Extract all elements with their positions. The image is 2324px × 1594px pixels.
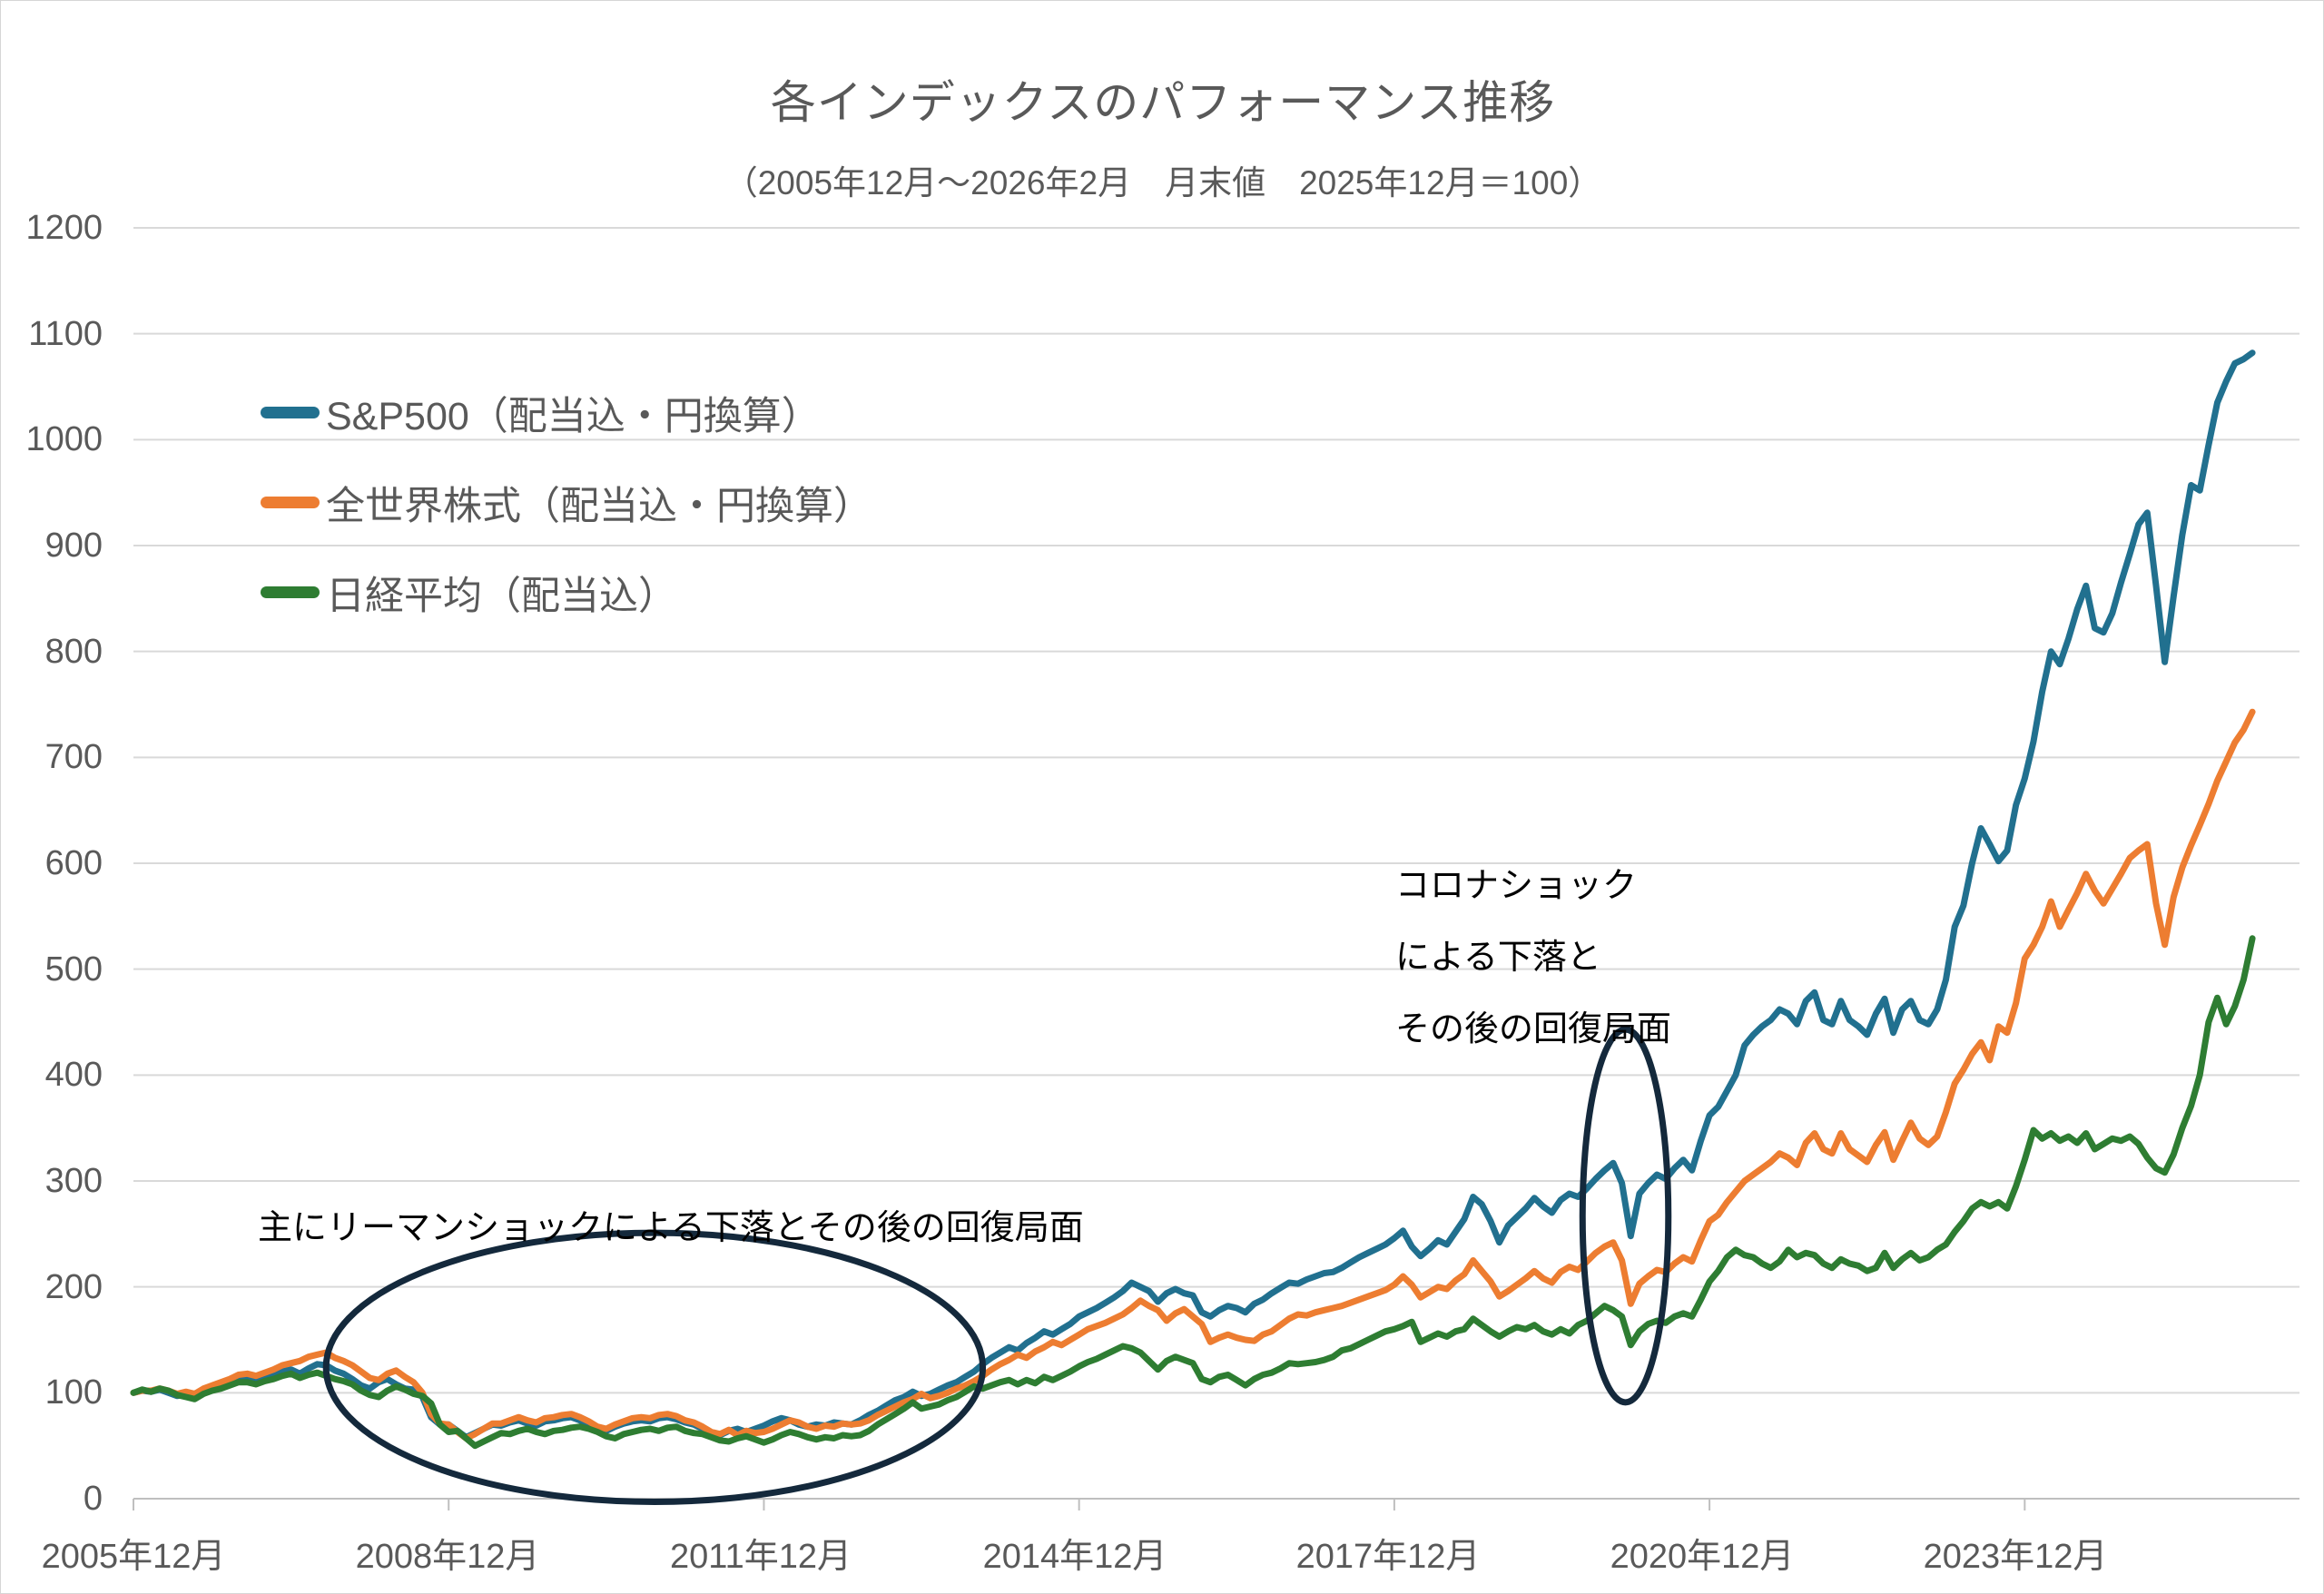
chart-subtitle: （2005年12月～2026年2月 月末値 2025年12月＝100）: [724, 164, 1602, 202]
y-tick-label-300: 300: [44, 1162, 103, 1200]
chart-title: 各インデックスのパフォーマンス推移: [770, 77, 1556, 128]
x-tick-label-2023: 2023年12月: [1923, 1538, 2108, 1576]
legend-item-nikkei: 日経平均（配当込）: [261, 547, 872, 637]
y-tick-label-600: 600: [44, 844, 103, 882]
y-tick-label-800: 800: [44, 633, 103, 671]
legend-item-sp500: S&P500（配当込・円換算）: [261, 368, 872, 458]
y-tick-label-100: 100: [44, 1373, 103, 1412]
nikkei-line-swatch: [261, 586, 320, 598]
lehman-shock-annotation: 主にリーマンショックによる下落とその後の回復局面: [258, 1209, 1084, 1247]
y-tick-label-400: 400: [44, 1056, 103, 1094]
legend-label-sp500: S&P500（配当込・円換算）: [326, 394, 821, 438]
world-equity-line-swatch: [261, 497, 320, 508]
legend-label-nikkei: 日経平均（配当込）: [326, 574, 677, 618]
y-tick-label-500: 500: [44, 950, 103, 989]
x-tick-label-2011: 2011年12月: [670, 1538, 852, 1576]
x-tick-label-2008: 2008年12月: [355, 1538, 540, 1576]
x-tick-label-2017: 2017年12月: [1295, 1538, 1481, 1576]
legend-item-world: 全世界株式（配当込・円換算）: [261, 458, 872, 547]
y-tick-label-1000: 1000: [25, 420, 103, 458]
covid-annotation-line3: その後の回復局面: [1395, 1010, 1672, 1048]
legend-label-world: 全世界株式（配当込・円換算）: [326, 484, 872, 528]
y-tick-label-1200: 1200: [25, 209, 103, 247]
y-tick-label-1100: 1100: [28, 315, 103, 353]
y-tick-label-0: 0: [83, 1480, 103, 1518]
x-tick-label-2020: 2020年12月: [1610, 1538, 1795, 1576]
sp500-line-swatch: [261, 407, 320, 418]
y-tick-label-700: 700: [44, 738, 103, 776]
y-tick-label-200: 200: [44, 1268, 103, 1306]
covid-annotation-line2: による下落と: [1395, 939, 1601, 977]
covid-shock-annotation: コロナショック による下落と その後の回復局面: [1395, 851, 1671, 1066]
y-tick-label-900: 900: [44, 526, 103, 565]
x-tick-label-2014: 2014年12月: [982, 1538, 1167, 1576]
legend: S&P500（配当込・円換算） 全世界株式（配当込・円換算） 日経平均（配当込）: [261, 368, 872, 637]
covid-annotation-line1: コロナショック: [1395, 867, 1638, 905]
x-tick-label-2005: 2005年12月: [41, 1538, 226, 1576]
